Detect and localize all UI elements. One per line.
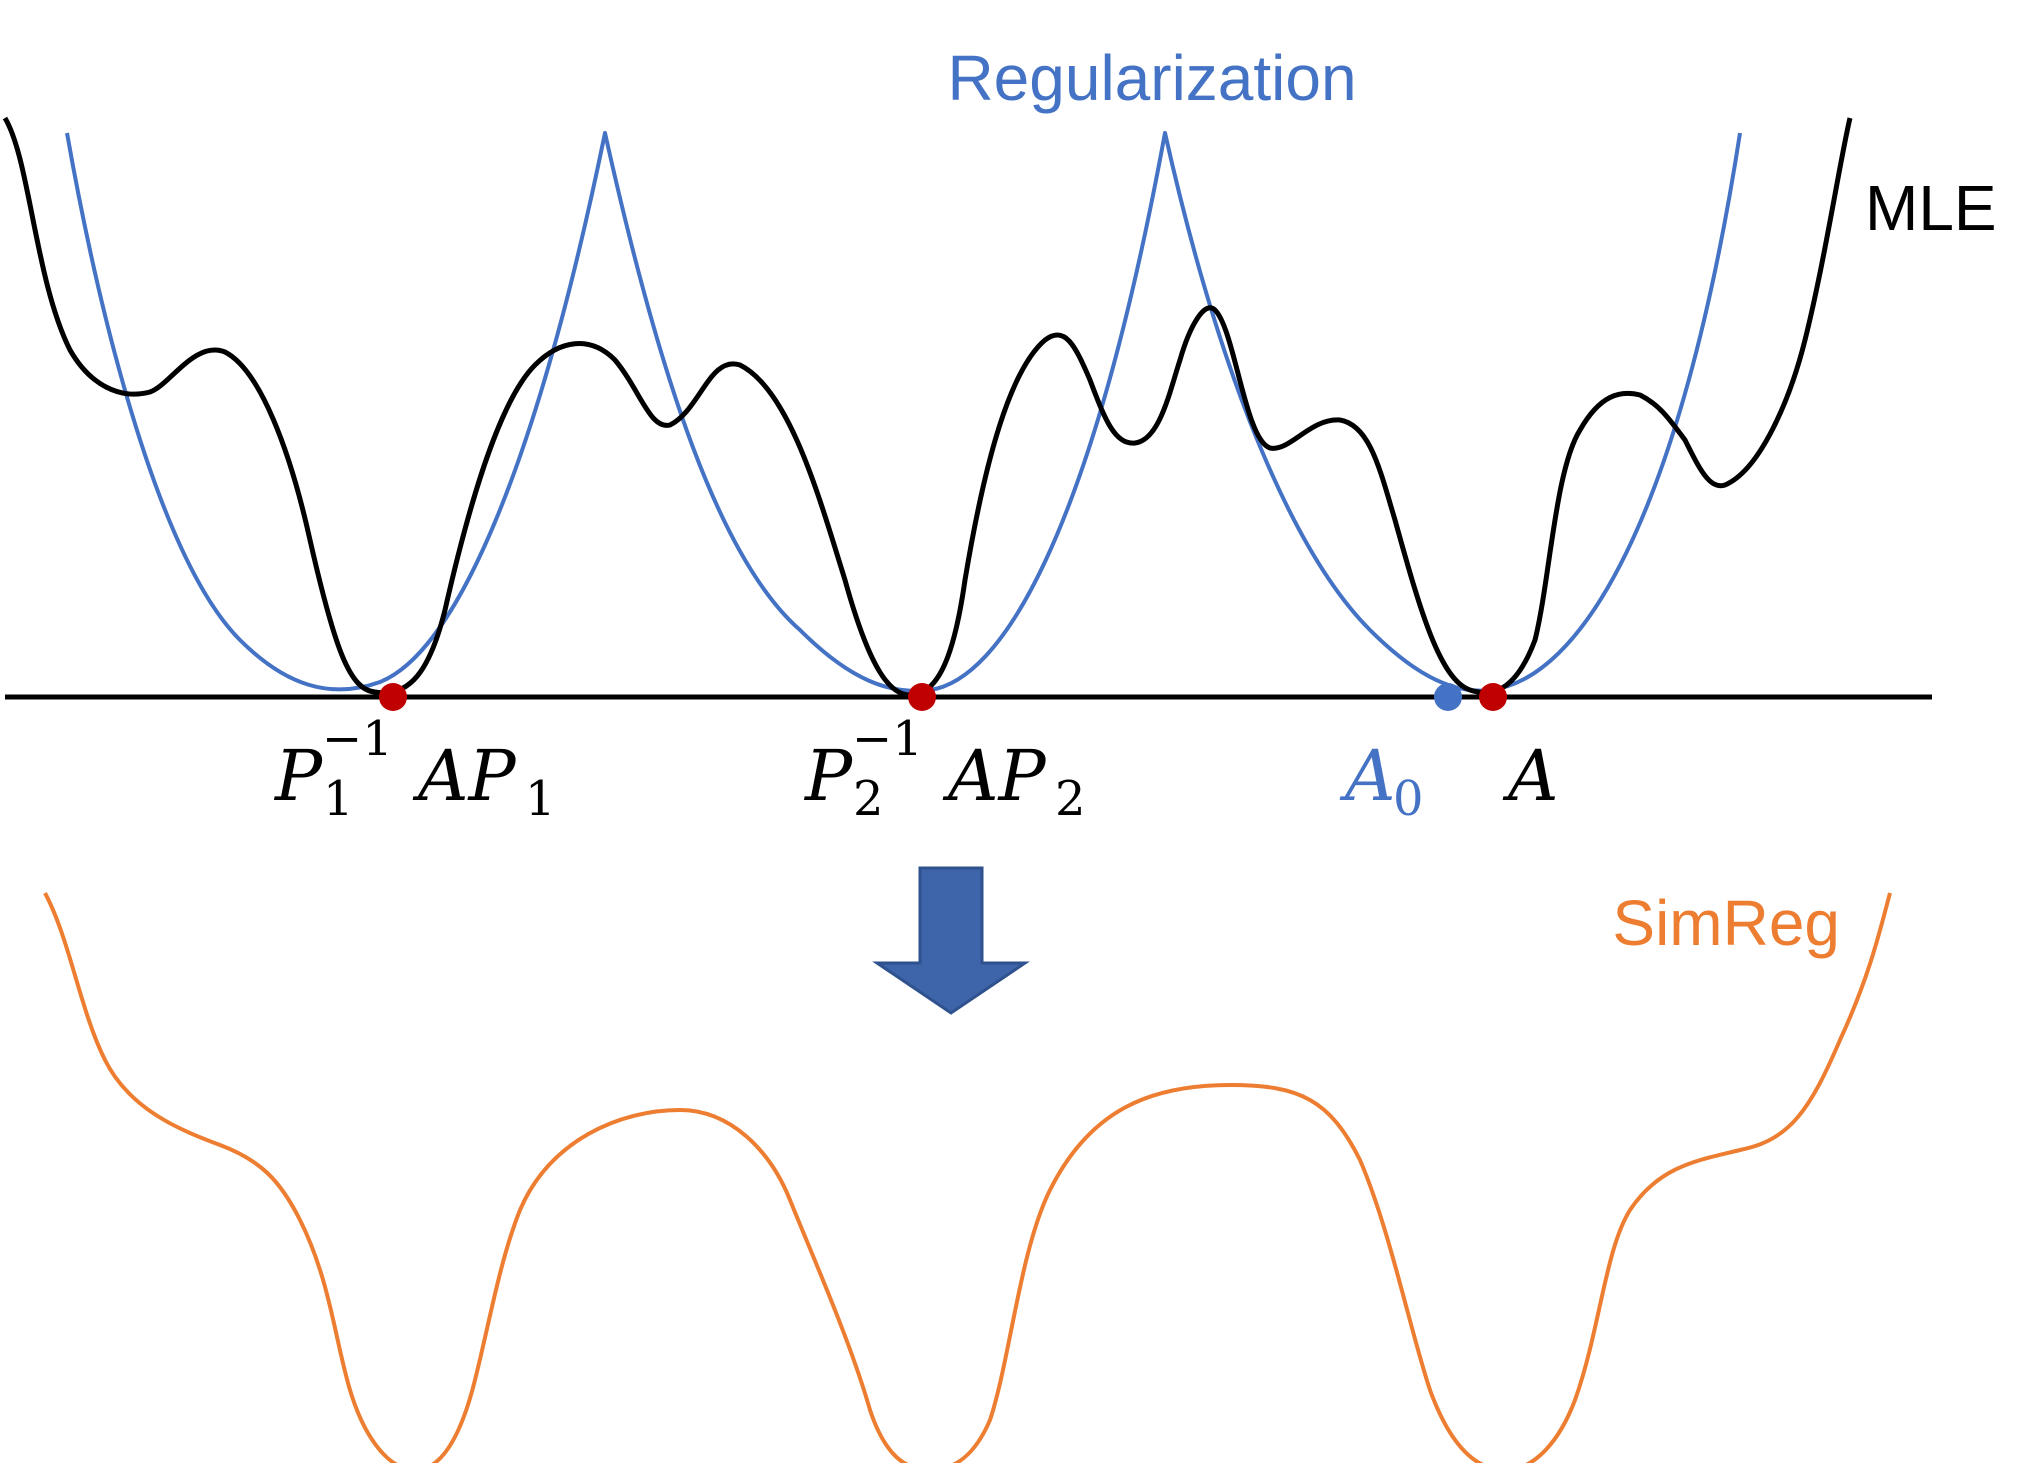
svg-text:1: 1 bbox=[323, 771, 354, 827]
svg-text:−1: −1 bbox=[322, 711, 393, 767]
label-p1-inv-a-p1: P 1 −1 AP 1 bbox=[273, 711, 556, 827]
down-arrow-icon bbox=[872, 866, 1030, 1015]
svg-text:AP: AP bbox=[942, 735, 1048, 817]
svg-text:P: P bbox=[803, 735, 854, 817]
regularization-label: Regularization bbox=[947, 42, 1356, 114]
point-a0 bbox=[1434, 683, 1462, 711]
point-p1 bbox=[379, 683, 407, 711]
simreg-curve bbox=[43, 892, 1892, 1463]
label-p2-inv-a-p2: P 2 −1 AP 2 bbox=[803, 711, 1086, 827]
svg-text:A: A bbox=[1339, 735, 1396, 817]
label-a: A bbox=[1502, 735, 1559, 817]
label-a0: A 0 bbox=[1339, 735, 1424, 827]
svg-text:−1: −1 bbox=[852, 711, 923, 767]
svg-text:AP: AP bbox=[412, 735, 518, 817]
svg-text:0: 0 bbox=[1393, 771, 1424, 827]
point-a bbox=[1479, 683, 1507, 711]
point-p2 bbox=[908, 683, 936, 711]
mle-curve bbox=[2, 116, 1853, 698]
svg-text:1: 1 bbox=[525, 771, 556, 827]
regularization-curve bbox=[65, 131, 1742, 693]
simreg-label: SimReg bbox=[1612, 887, 1840, 959]
mle-label: MLE bbox=[1865, 172, 1997, 244]
svg-text:2: 2 bbox=[1055, 771, 1086, 827]
svg-text:P: P bbox=[273, 735, 324, 817]
svg-text:2: 2 bbox=[853, 771, 884, 827]
